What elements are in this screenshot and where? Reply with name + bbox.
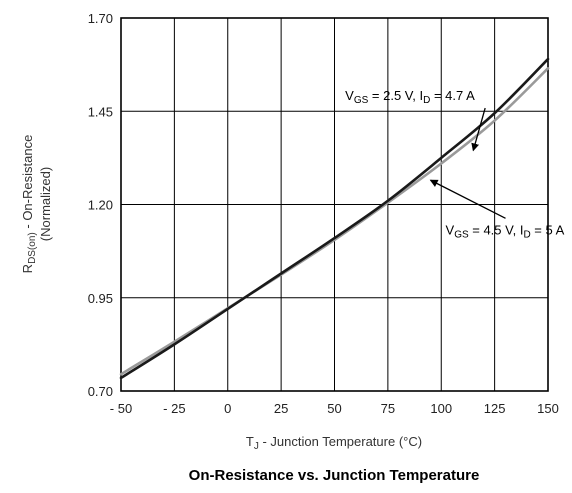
x-axis-label: TJ - Junction Temperature (°C) — [246, 434, 422, 452]
annotation-arrow-1 — [471, 107, 486, 152]
x-tick-labels: - 50 - 25 0 25 50 75 100 125 150 — [110, 401, 559, 416]
y-tick-label: 0.70 — [88, 384, 113, 399]
y-tick-label: 1.70 — [88, 11, 113, 26]
x-tick-label: 125 — [484, 401, 506, 416]
x-tick-label: 75 — [381, 401, 395, 416]
series-line-2 — [119, 67, 550, 376]
y-tick-labels: 0.70 0.95 1.20 1.45 1.70 — [88, 11, 113, 399]
series-label-1: VGS = 2.5 V, ID = 4.7 A — [345, 88, 475, 106]
y-tick-label: 1.20 — [88, 198, 113, 213]
x-tick-label: 25 — [274, 401, 288, 416]
y-tick-label: 0.95 — [88, 291, 113, 306]
x-tick-label: - 25 — [163, 401, 185, 416]
x-tick-label: - 50 — [110, 401, 132, 416]
series-label-2: VGS = 4.5 V, ID = 5 A — [446, 222, 565, 240]
y-tick-label: 1.45 — [88, 104, 113, 119]
x-tick-label: 150 — [537, 401, 559, 416]
y-axis-label: RDS(on) - On-Resistance — [20, 135, 38, 274]
x-tick-label: 50 — [327, 401, 341, 416]
annotations: VGS = 2.5 V, ID = 4.7 A VGS = 4.5 V, ID =… — [345, 88, 564, 240]
grid — [121, 18, 548, 391]
x-tick-label: 100 — [430, 401, 452, 416]
annotation-arrow-2 — [429, 179, 506, 219]
x-tick-label: 0 — [224, 401, 231, 416]
chart-title: On-Resistance vs. Junction Temperature — [189, 467, 480, 484]
plot-frame — [120, 17, 549, 392]
y-axis-label-line2: (Normalized) — [38, 167, 53, 241]
